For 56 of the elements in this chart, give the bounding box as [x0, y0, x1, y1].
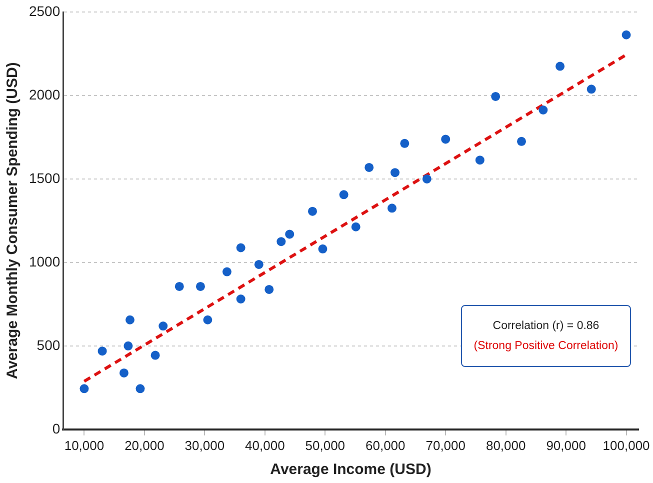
x-tick-label: 50,000 [305, 438, 346, 453]
point [80, 384, 89, 394]
point [136, 384, 145, 394]
point [388, 204, 396, 213]
point [236, 243, 246, 252]
point [203, 315, 212, 324]
annotation: (Strong Positive Correlation) [472, 339, 620, 354]
x-tick-label: 80,000 [486, 438, 526, 453]
point [364, 162, 374, 172]
y-tick-label: 0 [52, 420, 60, 436]
point [254, 260, 264, 269]
point [491, 92, 500, 101]
x-tick-label: 10,000 [64, 438, 104, 453]
point [98, 346, 107, 356]
point [318, 244, 328, 254]
point [124, 341, 133, 350]
y-tick-label: 2500 [28, 2, 60, 19]
point [174, 282, 184, 291]
point [158, 322, 168, 331]
annotation: Correlation (r) = 0.86 [492, 319, 600, 334]
point [586, 84, 596, 94]
point [276, 237, 286, 246]
x-tick-label: 20,000 [124, 438, 164, 453]
x-tick-label: 90,000 [546, 438, 586, 453]
point [236, 294, 246, 304]
x-axis-title: Average Income (USD) [270, 461, 432, 478]
x-tick-label: 30,000 [184, 438, 225, 453]
point [516, 136, 526, 146]
point [308, 206, 317, 216]
point [150, 350, 160, 360]
point [390, 168, 400, 178]
point [400, 138, 410, 148]
point [441, 134, 450, 144]
y-tick-label: 500 [36, 336, 60, 353]
y-tick-label: 1500 [28, 170, 60, 186]
point [222, 267, 232, 276]
text-box: Correlation (r) = 0.86 (Strong Positive Correlation) [461, 305, 631, 367]
point [422, 174, 432, 184]
point [285, 230, 294, 239]
point [351, 222, 360, 232]
x-tick-label: 60,000 [365, 438, 406, 453]
point [622, 30, 631, 40]
point [126, 315, 134, 324]
point [264, 284, 274, 294]
point [475, 156, 484, 165]
y-tick-label: 1000 [28, 253, 60, 270]
y-axis-title: Average Monthly Consumer Spending (USD) [4, 62, 22, 380]
point [339, 190, 348, 200]
point [196, 282, 205, 291]
x-tick-label: 70,000 [426, 438, 466, 453]
point [538, 106, 548, 115]
x-tick-label: 100,000 [602, 438, 650, 453]
x-tick-label: 40,000 [245, 438, 285, 453]
point [556, 62, 565, 71]
point [119, 368, 128, 378]
y-tick-label: 2000 [28, 86, 60, 102]
